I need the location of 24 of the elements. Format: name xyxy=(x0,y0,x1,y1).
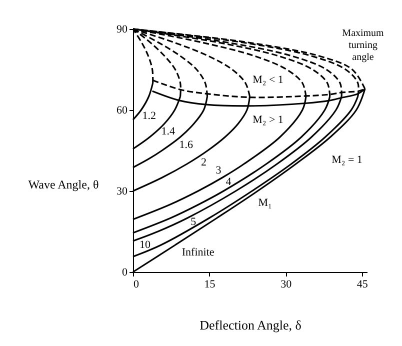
series-label: 4 xyxy=(226,176,232,188)
series-label: 2 xyxy=(201,156,207,168)
y-tick-label: 0 xyxy=(122,266,128,278)
y-tick-label: 90 xyxy=(116,24,128,36)
x-tick-label: 0 xyxy=(134,278,140,290)
series-label: 1.2 xyxy=(142,110,156,122)
x-tick-label: 15 xyxy=(204,278,216,290)
y-tick-label: 60 xyxy=(116,104,128,116)
annotation: M₁ xyxy=(258,197,272,209)
annotation: M₂ = 1 xyxy=(332,154,362,166)
annotation: M₂ > 1 xyxy=(252,114,284,126)
annotation: Maximum turning angle xyxy=(342,28,384,63)
series-label: 1.6 xyxy=(179,138,194,151)
x-tick-label: 45 xyxy=(356,278,368,290)
x-tick-label: 30 xyxy=(280,278,292,290)
series-label: 10 xyxy=(139,238,151,251)
y-tick-label: 30 xyxy=(116,186,128,198)
series-label: 1.4 xyxy=(161,125,176,138)
series-label: 5 xyxy=(190,216,197,228)
annotation: M₂ < 1 xyxy=(252,74,284,86)
x-axis-title: Deflection Angle, δ xyxy=(200,318,302,332)
series-label: Infinite xyxy=(182,246,214,258)
series-label: 3 xyxy=(216,164,222,176)
y-axis-title: Wave Angle, θ xyxy=(28,178,99,192)
